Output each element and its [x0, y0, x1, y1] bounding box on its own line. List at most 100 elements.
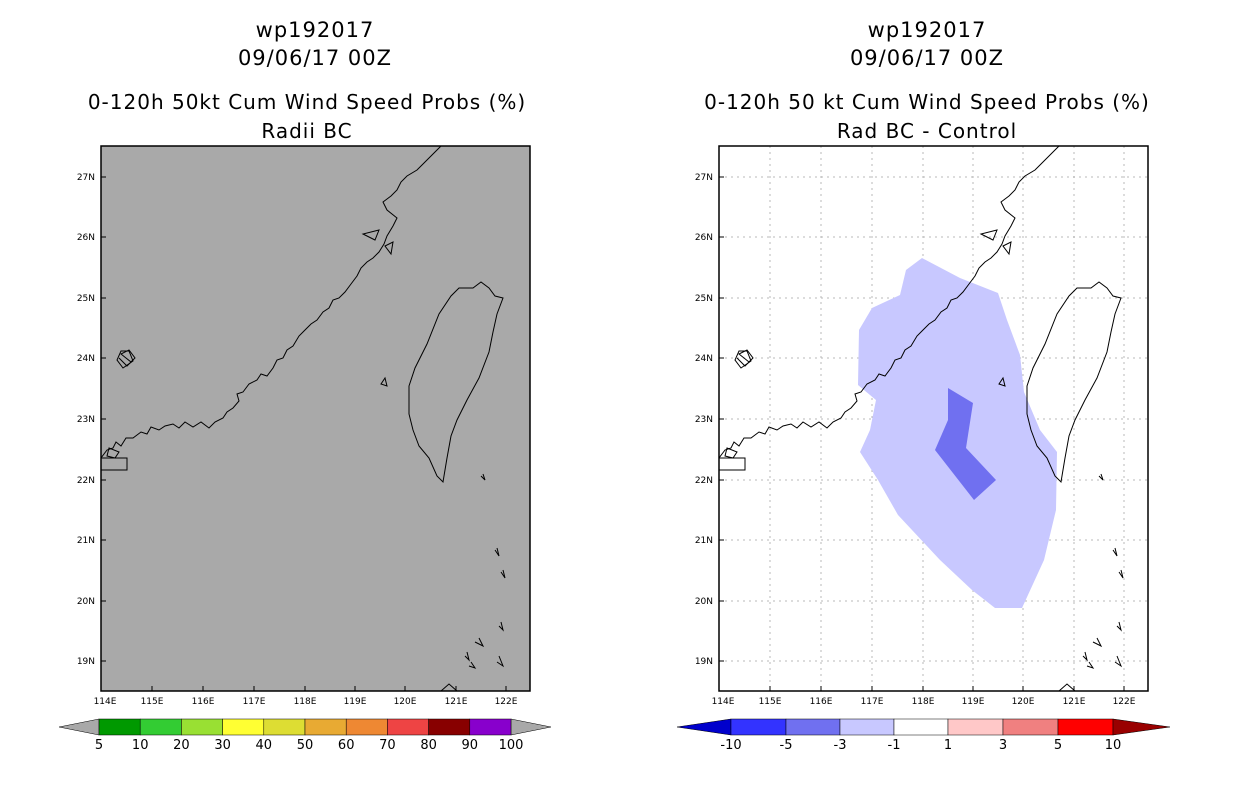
- right-title-subtitle: Rad BC - Control: [836, 119, 1018, 143]
- colorbar-over-triangle: [510, 718, 552, 736]
- colorbar-swatch: [387, 718, 429, 736]
- colorbar-swatch: [98, 718, 141, 736]
- colorbar-swatch: [1002, 718, 1059, 736]
- coastline-segment: [719, 146, 1060, 459]
- coastline-segment: [1002, 241, 1012, 256]
- lon-tick-label: 121E: [1063, 697, 1086, 707]
- coastline-segment: [724, 447, 738, 459]
- colorbar-swatch: [181, 718, 223, 736]
- coastline-segment: [1116, 621, 1122, 632]
- lon-tick-label: 118E: [912, 697, 935, 707]
- coastline-segment: [1092, 637, 1103, 648]
- right-coastlines: [719, 146, 1124, 691]
- colorbar-label: 1: [944, 738, 952, 753]
- colorbar-label: 70: [379, 738, 396, 753]
- colorbar-swatch: [893, 718, 949, 736]
- lat-tick-label: 23N: [77, 415, 95, 425]
- colorbar-label: 60: [338, 738, 355, 753]
- colorbar-label: 5: [1054, 738, 1062, 753]
- right-colorbar: -10 -5 -3 -1 1 3 5 10: [676, 718, 1171, 753]
- coastline-segment: [468, 661, 477, 669]
- coastline-segment: [1112, 547, 1118, 557]
- colorbar-label: 40: [256, 738, 273, 753]
- colorbar-swatch: [1057, 718, 1114, 736]
- lon-tick-label: 118E: [294, 697, 317, 707]
- coastline-segment: [496, 655, 505, 668]
- colorbar-over-triangle: [1112, 718, 1171, 736]
- left-title-subtitle: Radii BC: [261, 119, 353, 143]
- lat-tick-label: 24N: [695, 354, 713, 364]
- right-gridlines: [719, 146, 1148, 691]
- coastline-segment: [494, 547, 500, 557]
- colorbar-label: -3: [834, 738, 847, 753]
- lon-tick-label: 120E: [1012, 697, 1035, 707]
- colorbar-swatch: [469, 718, 512, 736]
- lon-tick-label: 117E: [861, 697, 884, 707]
- lon-tick-label: 122E: [1113, 697, 1136, 707]
- colorbar-swatch: [785, 718, 841, 736]
- colorbar-label: -10: [720, 738, 741, 753]
- coastline-segment: [1118, 569, 1124, 579]
- right-title-storm-id: wp192017: [867, 18, 987, 42]
- lat-tick-label: 26N: [695, 233, 713, 243]
- colorbar-label: 50: [297, 738, 314, 753]
- lat-tick-label: 21N: [695, 536, 713, 546]
- coastline-segment: [116, 350, 134, 369]
- prob-diff-region-dark: [935, 388, 996, 500]
- lon-tick-label: 120E: [394, 697, 417, 707]
- coastline-segment: [384, 241, 394, 256]
- colorbar-swatch: [947, 718, 1004, 736]
- lon-tick-label: 121E: [445, 697, 468, 707]
- coastline-segment: [734, 350, 752, 369]
- colorbar-swatch: [345, 718, 388, 736]
- coastline-segment: [1058, 683, 1076, 691]
- colorbar-swatch: [222, 718, 265, 736]
- colorbar-label: -5: [780, 738, 793, 753]
- right-title-date: 09/06/17 00Z: [849, 46, 1005, 70]
- lon-tick-label: 115E: [759, 697, 782, 707]
- coastline-segment: [101, 146, 442, 459]
- colorbar-swatch: [263, 718, 306, 736]
- colorbar-label: 100: [499, 738, 524, 753]
- lat-tick-label: 19N: [77, 657, 95, 667]
- lat-tick-label: 25N: [695, 294, 713, 304]
- lon-tick-label: 114E: [94, 697, 117, 707]
- lon-tick-label: 114E: [712, 697, 735, 707]
- lon-tick-label: 117E: [243, 697, 266, 707]
- lat-tick-label: 21N: [77, 536, 95, 546]
- colorbar-under-triangle: [58, 718, 100, 736]
- coastline-segment: [464, 651, 470, 662]
- colorbar-label: 5: [95, 738, 103, 753]
- lon-tick-label: 116E: [192, 697, 215, 707]
- colorbar-label: -1: [888, 738, 901, 753]
- left-title-storm-id: wp192017: [255, 18, 375, 42]
- colorbar-under-triangle: [676, 718, 732, 736]
- coastline-segment: [998, 376, 1006, 387]
- left-axis-ticks: 114E 115E 116E 117E 118E 119E 120E 121E 122E 27N 2…: [77, 173, 518, 707]
- colorbar-swatch: [428, 718, 471, 736]
- colorbar-swatch: [839, 718, 895, 736]
- coastline-segment: [1086, 661, 1095, 669]
- lat-tick-label: 27N: [77, 173, 95, 183]
- colorbar-swatch: [304, 718, 347, 736]
- colorbar-swatch: [139, 718, 182, 736]
- left-coastlines: [101, 146, 506, 691]
- colorbar-swatch: [730, 718, 787, 736]
- colorbar-label: 10: [132, 738, 149, 753]
- lat-tick-label: 20N: [695, 597, 713, 607]
- coastline-segment: [979, 229, 998, 241]
- colorbar-label: 80: [420, 738, 437, 753]
- left-colorbar: 5 10 20 30 40 50 60 70 80 90 100: [58, 718, 552, 753]
- left-title-date: 09/06/17 00Z: [237, 46, 393, 70]
- lon-tick-label: 116E: [810, 697, 833, 707]
- lat-tick-label: 22N: [77, 476, 95, 486]
- coastline-segment: [106, 447, 120, 459]
- coastline-segment: [361, 229, 380, 241]
- lon-tick-label: 119E: [344, 697, 367, 707]
- lat-tick-label: 26N: [77, 233, 95, 243]
- coastline-segment: [474, 637, 485, 648]
- lat-tick-label: 25N: [77, 294, 95, 304]
- lon-tick-label: 115E: [141, 697, 164, 707]
- colorbar-label: 10: [1105, 738, 1122, 753]
- coastline-segment: [1114, 655, 1123, 668]
